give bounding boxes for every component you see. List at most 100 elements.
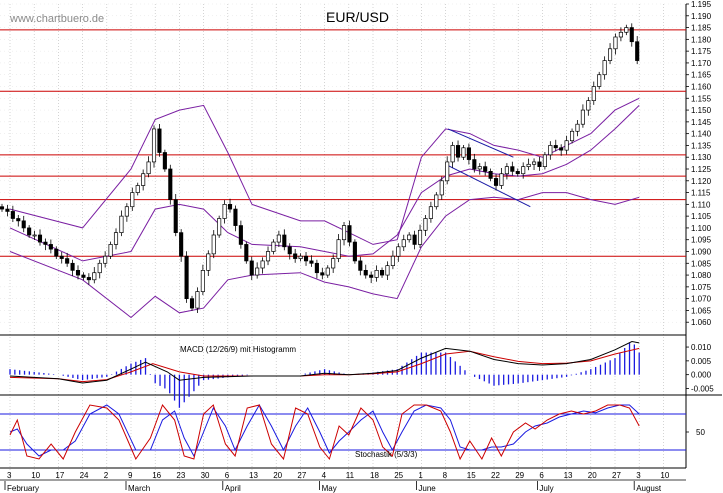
candle-up — [108, 244, 113, 257]
candle — [472, 153, 477, 173]
candle-down — [27, 227, 32, 236]
candle-up — [374, 270, 379, 278]
y-tick-label: 1.080 — [691, 271, 712, 280]
candle — [162, 149, 167, 172]
candle-up — [618, 31, 623, 38]
candle — [504, 163, 509, 180]
candle-down — [510, 166, 515, 172]
candle-up — [608, 48, 613, 61]
candle — [206, 250, 211, 277]
candle — [103, 251, 108, 268]
candle — [390, 250, 395, 270]
candle — [331, 254, 336, 273]
candle — [575, 119, 580, 137]
candle-down — [0, 206, 5, 210]
candle — [559, 144, 564, 156]
candle-up — [396, 246, 401, 257]
x-tick-label: 25 — [394, 471, 403, 480]
y-tick-label: 1.145 — [691, 118, 712, 127]
candle — [336, 234, 341, 263]
candle-up — [276, 234, 281, 243]
candle-up — [92, 272, 97, 281]
candle-down — [488, 171, 493, 179]
candle-up — [119, 215, 124, 233]
candle-down — [21, 220, 26, 229]
candle-up — [135, 185, 140, 193]
candle-down — [10, 211, 15, 219]
candle — [499, 168, 504, 190]
candle — [75, 265, 81, 280]
candle-up — [331, 258, 336, 269]
candle — [580, 104, 585, 128]
candle — [179, 229, 184, 262]
candle — [233, 205, 238, 232]
candle-down — [65, 258, 70, 264]
candle — [43, 238, 48, 251]
candle-down — [347, 225, 352, 243]
candle — [352, 239, 357, 264]
candle-down — [227, 204, 233, 210]
y-tick-label: 1.120 — [691, 177, 712, 186]
candle — [635, 36, 640, 65]
candle-up — [200, 270, 205, 292]
candle — [521, 162, 526, 179]
candle-up — [613, 36, 618, 50]
x-month-label: March — [128, 484, 150, 493]
candle-down — [369, 274, 374, 278]
candle — [238, 220, 243, 249]
candle-up — [298, 255, 303, 259]
x-tick-label: 3 — [636, 471, 641, 480]
candle-up — [597, 74, 602, 87]
candle — [293, 248, 298, 263]
y-tick-label: 1.195 — [691, 0, 712, 9]
x-tick-label: 1 — [418, 471, 423, 480]
candle — [222, 200, 227, 224]
candle — [124, 203, 129, 222]
candle — [608, 43, 613, 65]
y-tick-label: 1.150 — [691, 106, 712, 115]
candle-up — [255, 267, 260, 276]
candle — [570, 128, 575, 144]
candle — [629, 23, 634, 47]
candle — [217, 215, 222, 238]
candle-up — [570, 130, 575, 142]
candle-down — [238, 225, 243, 245]
candle — [108, 241, 113, 260]
candle — [287, 243, 292, 260]
candle — [211, 230, 216, 259]
y-tick-label: 1.190 — [691, 12, 712, 21]
y-tick-label: 1.105 — [691, 212, 712, 221]
candle-up — [575, 123, 580, 132]
y-tick-label: 1.175 — [691, 47, 712, 56]
candle — [624, 24, 629, 36]
candle-down — [363, 270, 368, 276]
candle — [445, 156, 450, 185]
y-tick-label: 1.165 — [691, 71, 712, 80]
candle-down — [379, 270, 385, 276]
x-tick-label: 27 — [297, 471, 306, 480]
candle-down — [309, 260, 314, 264]
candle-up — [265, 251, 271, 262]
stoch-y-tick-label: 50 — [696, 428, 705, 437]
candle — [195, 287, 200, 314]
x-tick-label: 24 — [80, 471, 89, 480]
candle — [97, 259, 102, 279]
candle — [227, 198, 233, 213]
stoch-d-line — [9, 403, 640, 458]
bollinger-upper — [9, 97, 640, 245]
candle — [510, 161, 515, 176]
candle-down — [629, 27, 634, 43]
candle — [564, 135, 569, 155]
candle — [450, 141, 455, 168]
candle-down — [455, 145, 461, 158]
x-tick-label: 2 — [104, 471, 109, 480]
candle — [255, 262, 260, 279]
candle-up — [151, 128, 157, 163]
candle-down — [16, 218, 21, 222]
candle-down — [472, 159, 477, 170]
candles — [0, 23, 640, 314]
candle — [92, 267, 97, 284]
candle-up — [445, 161, 450, 182]
candle — [21, 215, 26, 233]
candle — [466, 143, 471, 165]
